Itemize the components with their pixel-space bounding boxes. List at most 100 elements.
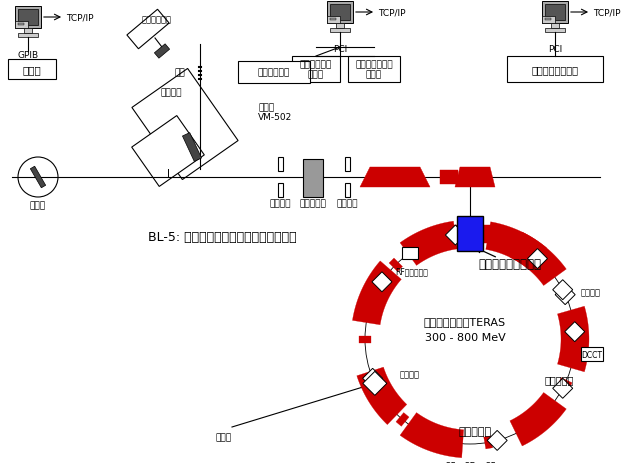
Polygon shape [553,378,573,399]
Text: QF: QF [484,462,496,463]
Polygon shape [527,249,547,269]
Polygon shape [486,222,547,270]
Text: 電子蓄積リングTERAS: 電子蓄積リングTERAS [424,316,506,326]
Text: VM-502: VM-502 [258,112,292,121]
Text: QD: QD [463,462,477,463]
Bar [348,57,400,83]
Text: TCP/IP: TCP/IP [593,8,621,18]
Polygon shape [400,222,458,266]
Polygon shape [357,367,407,425]
Polygon shape [396,413,409,426]
Bar [15,7,41,29]
Text: TCP/IP: TCP/IP [66,13,93,22]
Polygon shape [363,372,387,395]
Polygon shape [353,262,401,325]
Bar [327,2,353,24]
Bar [238,62,310,84]
Text: 試料: 試料 [174,69,185,77]
Text: 光電子増倍管: 光電子増倍管 [258,69,290,77]
Polygon shape [555,285,575,305]
Bar [336,24,344,29]
Polygon shape [553,280,573,300]
Polygon shape [154,45,170,59]
Bar [330,5,350,21]
Polygon shape [344,158,349,172]
Polygon shape [360,168,430,188]
Bar [551,24,559,29]
Bar [507,57,603,83]
Bar [581,348,603,362]
Text: 集光鏡: 集光鏡 [30,201,46,210]
Text: 偏光アンジュレータ: 偏光アンジュレータ [479,258,541,271]
Text: スリット: スリット [269,199,291,208]
Polygon shape [510,393,566,446]
Text: GPIB: GPIB [17,50,38,59]
Bar [327,17,340,24]
Polygon shape [558,378,572,389]
Bar [24,29,32,34]
Polygon shape [363,369,383,388]
Text: QF: QF [444,462,456,463]
Polygon shape [389,258,403,272]
Polygon shape [484,436,493,449]
Bar [483,225,493,244]
Polygon shape [359,336,371,343]
Polygon shape [30,167,45,188]
Polygon shape [344,184,349,198]
Text: 分光器: 分光器 [258,103,274,112]
Text: TCP/IP: TCP/IP [378,8,406,18]
Bar [542,2,568,24]
Text: キッカー: キッカー [580,288,601,297]
Text: BL-5: 偏光アンジュレータビームライン: BL-5: 偏光アンジュレータビームライン [148,231,296,244]
Text: PCI: PCI [333,45,347,54]
Polygon shape [564,322,585,342]
Text: ビームライン
制御系: ビームライン 制御系 [300,60,332,80]
Polygon shape [372,272,392,292]
Bar [18,24,24,26]
Polygon shape [487,431,507,450]
Text: アンジュレータ
制御系: アンジュレータ 制御系 [355,60,393,80]
Bar [457,217,483,251]
Text: RFキャビティ: RFキャビティ [396,267,428,276]
Text: セプタム: セプタム [400,369,420,378]
Polygon shape [510,232,566,286]
Polygon shape [132,116,204,187]
Polygon shape [127,10,169,50]
Polygon shape [182,133,202,162]
Bar [18,10,38,26]
Text: 光電子増倍管: 光電子増倍管 [142,15,172,25]
Polygon shape [278,184,282,198]
Bar [545,5,565,21]
Bar [448,225,458,244]
Text: PCI: PCI [548,45,562,54]
Text: 300 - 800 MeV: 300 - 800 MeV [424,332,506,342]
Bar [545,19,551,21]
Text: 入射器: 入射器 [216,432,232,442]
Bar [330,19,336,21]
Polygon shape [278,158,282,172]
Bar [545,29,565,33]
Bar [402,247,418,259]
Polygon shape [455,168,495,188]
Bar [292,57,340,83]
Text: 計測系: 計測系 [22,65,42,75]
Polygon shape [132,69,238,180]
Bar [15,22,28,29]
Text: シャッター: シャッター [300,199,326,208]
Polygon shape [538,258,551,272]
Bar [18,34,38,38]
Text: 蓄積リング制御系: 蓄積リング制御系 [531,65,579,75]
Polygon shape [400,413,463,458]
Bar [8,60,56,80]
Bar [303,160,323,198]
Polygon shape [467,229,474,240]
Text: メッシュ: メッシュ [161,88,182,97]
Bar [440,171,458,185]
Text: DCCT: DCCT [581,350,602,359]
Bar [542,17,555,24]
Bar [330,29,350,33]
Polygon shape [492,232,502,245]
Text: スリット: スリット [336,199,358,208]
Text: 収束電磁石: 収束電磁石 [458,426,492,436]
Text: 偏向電磁石: 偏向電磁石 [545,374,574,384]
